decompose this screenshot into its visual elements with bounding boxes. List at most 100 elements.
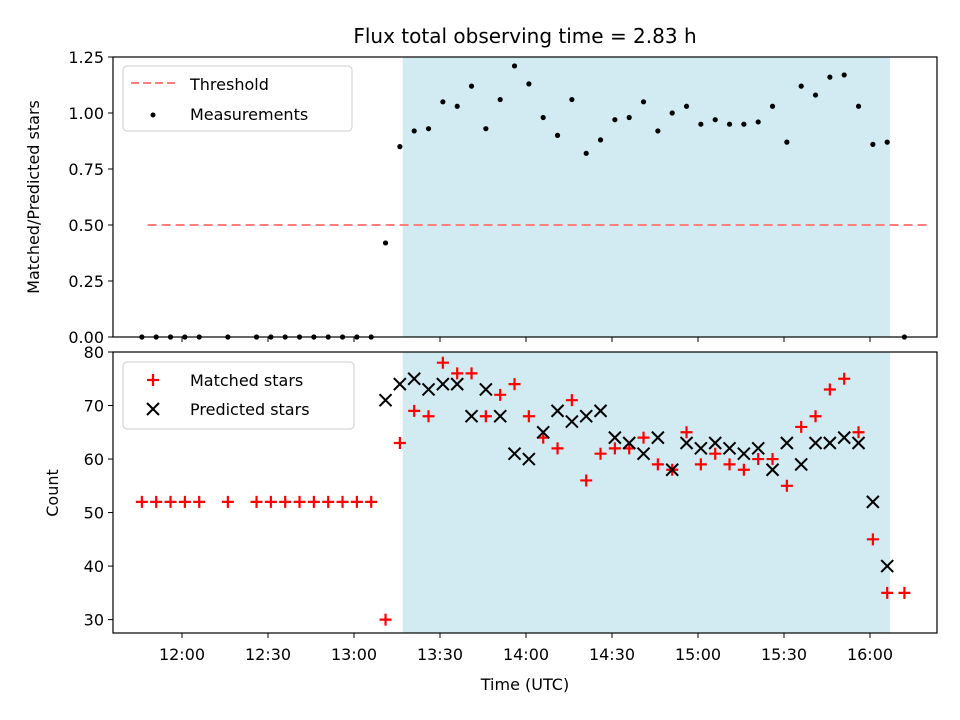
matched-star-point [221,495,234,508]
bottom-y-axis-label: Count [43,469,62,517]
matched-star-point [838,372,851,385]
legend-predicted-swatch [146,402,160,416]
y-tick-label: 30 [84,611,104,630]
measurement-point [870,141,876,147]
predicted-star-point [679,436,694,450]
top-y-ticks: 0.00 0.25 0.50 0.75 1.00 1.25 [68,48,113,347]
predicted-star-point [378,393,393,407]
matched-star-point [898,586,911,599]
x-tick-label: 13:30 [417,645,463,664]
top-panel: 0.00 0.25 0.50 0.75 1.00 1.25 Flux total obse… [24,24,938,347]
predicted-star-point [765,463,780,477]
predicted-star-point [450,377,464,391]
bottom-legend-box [122,361,355,430]
matched-star-point [135,495,148,508]
legend-measurements-swatch [150,112,156,118]
measurement-point [655,128,661,134]
measurement-point [827,74,833,80]
measurement-point [483,126,489,132]
matched-star-point [494,388,507,401]
matched-star-point [522,410,535,423]
legend-predicted-label: Predicted stars [190,400,310,419]
predicted-star-point [622,436,636,450]
matched-star-point [852,426,865,439]
measurement-point [698,121,704,127]
measurement-point [411,128,417,134]
top-axes-frame [112,56,938,338]
bottom-legend: Matched stars Predicted stars [122,361,355,430]
x-axis-label: Time (UTC) [480,675,569,694]
legend-matched-label: Matched stars [190,371,303,390]
chart-title: Flux total observing time = 2.83 h [353,24,696,48]
matched-star-point [250,495,263,508]
matched-star-point [766,453,779,466]
matched-star-point [264,495,277,508]
measurement-point [798,83,804,89]
predicted-star-point [550,404,565,418]
matched-star-point [451,367,464,380]
measurement-point [626,114,632,121]
predicted-star-point [837,430,851,445]
observing-span-shade [402,57,891,337]
measurement-point [841,72,847,78]
measurement-point [612,117,618,123]
measurement-point [440,99,446,105]
predicted-star-point [823,436,837,450]
predicted-star-point [464,409,479,423]
matched-star-point [422,410,435,423]
matched-star-point [279,495,292,508]
y-tick-label: 0.50 [68,216,104,235]
matched-star-point [694,458,707,471]
bottom-panel: 12:00 12:30 13:00 13:30 14:00 14:30 15:00 15:30… [43,343,938,694]
measurement-point [454,103,460,109]
matched-star-point [508,378,521,391]
matched-star-point [737,463,750,476]
predicted-star-point [565,414,579,429]
predicted-star-point [866,495,880,509]
measurement-point [784,139,790,145]
y-tick-label: 70 [84,397,104,416]
matched-star-point [479,410,492,423]
bottom-marks [135,356,911,626]
predicted-star-point [407,372,421,386]
predicted-star-point [536,425,550,439]
measurement-point [468,83,475,89]
y-tick-label: 60 [84,450,104,469]
matched-star-point [307,495,320,508]
matched-star-point [637,431,650,444]
matched-star-point [565,394,578,407]
x-tick-label: 13:00 [331,645,377,664]
predicted-star-point [737,446,751,461]
matched-star-point [594,447,607,460]
predicted-star-point [507,446,522,461]
predicted-star-point [808,436,823,450]
x-tick-label: 12:30 [245,645,291,664]
matched-star-point [608,442,621,455]
x-tick-label: 14:30 [589,645,635,664]
predicted-star-point [421,382,436,397]
measurement-point [683,103,690,109]
measurement-point [583,150,589,156]
matched-star-point [866,533,879,546]
top-legend-box [122,65,353,132]
measurement-point [569,96,575,103]
predicted-star-point [708,436,722,450]
measurement-point [497,96,503,103]
x-tick-label: 16:00 [847,645,893,664]
matched-star-point [178,495,191,508]
x-tick-label: 12:00 [159,645,205,664]
observing-span-shade [402,352,891,633]
measurement-point [769,103,776,109]
matched-star-point [150,495,163,508]
matched-star-point [350,495,363,508]
predicted-star-point [436,377,450,391]
measurement-point [540,114,546,121]
predicted-star-point [780,436,794,450]
predicted-star-point [393,377,407,391]
measurement-point [812,92,819,98]
matched-star-point [823,383,836,396]
y-tick-label: 80 [84,343,104,362]
predicted-star-point [579,409,593,423]
predicted-star-point [608,430,622,445]
